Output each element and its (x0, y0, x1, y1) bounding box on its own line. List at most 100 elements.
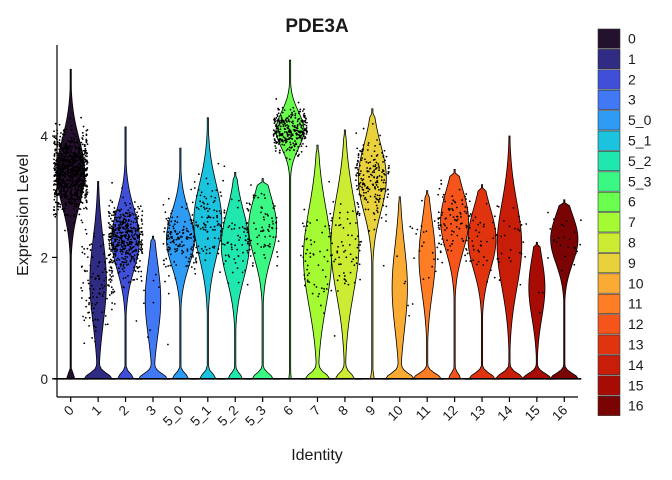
point (437, 224, 440, 227)
point (58, 171, 61, 173)
point (199, 200, 202, 203)
legend-swatch-6 (597, 191, 621, 212)
point (445, 217, 448, 220)
violin-3 (138, 235, 168, 380)
point (86, 143, 89, 146)
point (281, 139, 284, 142)
point (305, 133, 308, 135)
point (76, 179, 79, 181)
point (319, 304, 322, 307)
point (267, 230, 270, 232)
point (62, 140, 65, 143)
point (339, 203, 342, 205)
point (300, 145, 303, 148)
point (162, 259, 165, 262)
point (64, 201, 67, 204)
point (80, 174, 83, 177)
point (120, 238, 123, 240)
point (219, 224, 221, 226)
point (213, 237, 216, 239)
point (65, 160, 68, 163)
point (379, 197, 381, 200)
point (107, 284, 109, 286)
point (205, 252, 208, 255)
point (76, 141, 79, 144)
x-tick-label-15: 15 (522, 403, 543, 424)
point (497, 258, 499, 261)
point (154, 273, 157, 276)
point (75, 205, 78, 208)
point (330, 219, 333, 222)
point (336, 251, 339, 254)
point (469, 213, 472, 215)
point (63, 207, 66, 210)
point (180, 241, 183, 243)
point (348, 244, 351, 246)
point (129, 245, 132, 248)
y-tick-label: 4 (40, 129, 48, 144)
point (373, 228, 376, 231)
point (574, 252, 577, 255)
point (102, 233, 105, 236)
point (98, 278, 100, 281)
point (208, 207, 211, 210)
point (83, 157, 86, 159)
point (140, 270, 143, 273)
point (304, 284, 307, 287)
point (421, 245, 423, 247)
point (363, 184, 366, 187)
x-tick-label-9: 9 (363, 403, 379, 419)
point (57, 177, 59, 180)
point (293, 125, 296, 128)
point (262, 216, 265, 219)
legend-swatch-1 (597, 49, 621, 70)
point (377, 188, 380, 191)
point (88, 244, 91, 246)
point (374, 201, 377, 203)
point (361, 188, 364, 191)
point (241, 243, 244, 246)
point (444, 200, 447, 203)
point (323, 255, 326, 258)
point (74, 191, 77, 194)
point (282, 151, 285, 154)
point (136, 257, 139, 260)
point (74, 200, 77, 203)
point (88, 297, 91, 299)
point (291, 138, 294, 140)
point (60, 196, 63, 199)
point (277, 240, 280, 243)
point (244, 269, 247, 272)
point (379, 134, 382, 137)
point (66, 151, 69, 154)
point (163, 230, 166, 233)
point (65, 192, 67, 195)
point (78, 176, 81, 179)
point (425, 230, 428, 233)
legend-swatch-10 (597, 273, 621, 294)
point (114, 235, 117, 238)
point (420, 225, 423, 228)
point (465, 239, 468, 242)
point (202, 250, 205, 252)
point (83, 319, 86, 322)
point (59, 157, 62, 160)
point (77, 186, 79, 189)
point (320, 287, 323, 290)
points-16 (547, 211, 582, 380)
point (92, 312, 94, 314)
point (65, 144, 68, 146)
point (81, 192, 83, 195)
point (365, 191, 367, 194)
point (71, 177, 74, 180)
point (281, 132, 284, 135)
point (92, 272, 95, 275)
point (450, 222, 452, 225)
point (387, 172, 390, 175)
point (306, 280, 309, 283)
point (367, 162, 370, 164)
points-8 (327, 180, 363, 380)
point (124, 255, 127, 258)
point (164, 265, 167, 268)
point (290, 121, 293, 124)
